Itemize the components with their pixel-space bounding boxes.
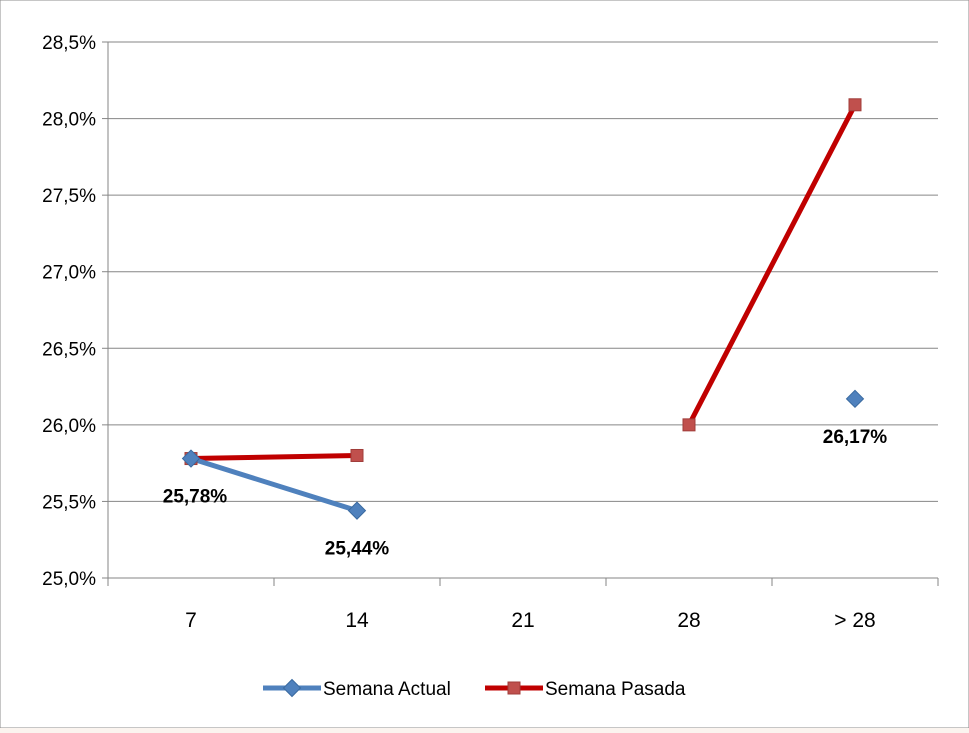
legend-label: Semana Pasada [545,679,686,700]
y-tick-label: 27,0% [42,263,96,284]
y-tick-label: 25,0% [42,569,96,590]
data-label: 26,17% [823,427,888,448]
legend: Semana Actual Semana Pasada [263,678,686,700]
data-point-semana-actual [181,449,201,468]
y-tick-label: 26,0% [42,416,96,437]
series-line-segment [188,456,360,514]
y-tick-label: 26,5% [42,339,96,360]
y-tick-label: 28,0% [42,110,96,131]
x-tick-label: 28 [677,609,700,632]
data-point-semana-actual [347,501,367,520]
x-tick-label: 7 [185,609,197,632]
legend-item-semana-pasada: Semana Pasada [485,679,686,700]
series [181,98,865,520]
legend-item-semana-actual: Semana Actual [263,678,451,700]
axes: 25,0% 25,5% 26,0% 26,5% 27,0% 27,5% 28,0% 28,5%… [42,33,939,632]
x-tick-label: 14 [345,609,369,632]
data-labels: 25,78% 25,44% 26,17% [163,427,888,560]
series-line-segment [188,452,360,462]
data-label: 25,78% [163,487,228,508]
y-tick-label: 27,5% [42,186,96,207]
legend-label: Semana Actual [323,679,451,700]
data-point-semana-pasada [350,448,364,462]
legend-swatch-marker [282,678,302,698]
grid [108,41,938,502]
data-point-semana-actual [845,389,865,409]
data-point-semana-pasada [682,418,696,432]
legend-swatch-marker [507,681,521,695]
data-point-semana-pasada [848,98,862,112]
x-tick-label: 21 [511,609,534,632]
y-tick-label: 25,5% [42,492,96,513]
data-label: 25,44% [325,539,390,560]
x-tick-label: > 28 [834,609,875,632]
y-tick-label: 28,5% [42,33,96,54]
series-line-segment [686,102,858,428]
